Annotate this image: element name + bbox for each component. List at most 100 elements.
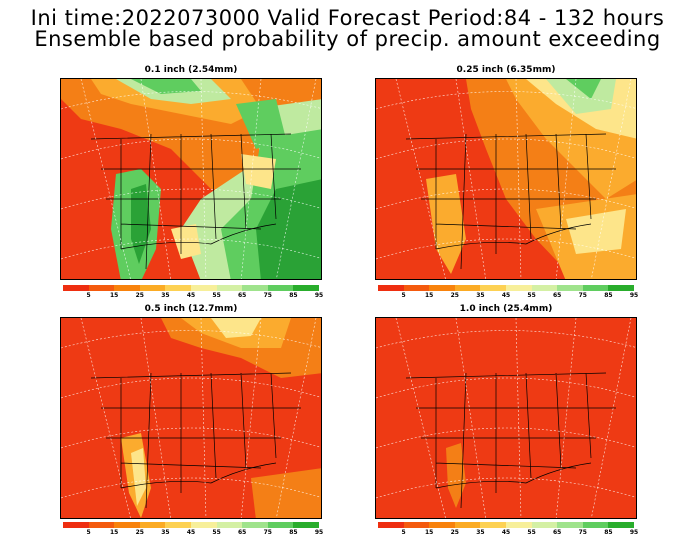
panel-4-title: 1.0 inch (25.4mm) <box>459 304 553 314</box>
colorbar-swatch <box>63 522 89 528</box>
colorbar-label: 5 <box>86 292 91 299</box>
colorbar-label: 65 <box>238 292 247 299</box>
main-subtitle: Ensemble based probability of precip. am… <box>34 27 661 51</box>
colorbar-swatch <box>582 285 609 291</box>
colorbar-swatch <box>242 285 268 291</box>
colorbar-label: 25 <box>135 529 144 536</box>
colorbar-label: 95 <box>314 292 324 299</box>
panel-3-colorbar: 5 15 25 35 45 55 65 75 85 95 <box>63 522 324 538</box>
colorbar-label: 55 <box>212 529 221 536</box>
colorbar-swatches <box>63 522 319 528</box>
colorbar-label: 25 <box>450 292 459 299</box>
colorbar-label: 65 <box>238 529 247 536</box>
colorbar-label: 75 <box>578 292 587 299</box>
colorbar-swatch <box>165 285 191 291</box>
colorbar-label: 75 <box>263 292 272 299</box>
colorbar-swatch <box>403 522 430 528</box>
colorbar-label: 35 <box>161 292 170 299</box>
colorbar-swatch <box>531 522 558 528</box>
colorbar-labels: 5 15 25 35 45 55 65 75 85 95 <box>378 292 639 301</box>
colorbar-label: 45 <box>501 292 511 299</box>
colorbar-swatch <box>480 522 506 528</box>
colorbar-label: 45 <box>186 529 196 536</box>
colorbar-swatch <box>114 285 140 291</box>
colorbar-label: 15 <box>110 529 119 536</box>
colorbar-swatch <box>557 285 583 291</box>
colorbar-label: 95 <box>314 529 324 536</box>
colorbar-swatch <box>429 285 455 291</box>
panel-3-title: 0.5 inch (12.7mm) <box>144 304 238 314</box>
colorbar-label: 55 <box>527 292 536 299</box>
colorbar-swatch <box>242 522 268 528</box>
colorbar-swatches <box>378 522 634 528</box>
colorbar-swatch <box>582 522 609 528</box>
colorbar-label: 5 <box>401 292 406 299</box>
colorbar-label: 35 <box>476 529 485 536</box>
colorbar-swatch <box>378 285 404 291</box>
panel-2-map <box>375 78 637 280</box>
colorbar-swatch <box>216 285 243 291</box>
colorbar-swatch <box>505 285 532 291</box>
colorbar-swatch <box>216 522 243 528</box>
colorbar-label: 45 <box>501 529 511 536</box>
colorbar-swatch <box>608 522 634 528</box>
colorbar-swatch <box>454 522 481 528</box>
colorbar-swatch <box>63 285 89 291</box>
colorbar-label: 55 <box>527 529 536 536</box>
panel-1-map <box>60 78 322 280</box>
main-title: Ini time:2022073000 Valid Forecast Perio… <box>30 6 665 30</box>
panel-2-colorbar: 5 15 25 35 45 55 65 75 85 95 <box>378 285 639 301</box>
colorbar-label: 25 <box>450 529 459 536</box>
colorbar-swatch <box>429 522 455 528</box>
colorbar-label: 85 <box>289 529 298 536</box>
colorbar-label: 85 <box>604 529 613 536</box>
colorbar-label: 15 <box>425 529 434 536</box>
colorbar-label: 75 <box>578 529 587 536</box>
colorbar-label: 5 <box>401 529 406 536</box>
colorbar-label: 15 <box>425 292 434 299</box>
panel-1-colorbar: 5 15 25 35 45 55 65 75 85 95 <box>63 285 324 301</box>
colorbar-swatch <box>88 522 115 528</box>
colorbar-swatch <box>293 522 319 528</box>
colorbar-swatch <box>378 522 404 528</box>
colorbar-label: 5 <box>86 529 91 536</box>
colorbar-label: 65 <box>553 529 562 536</box>
colorbar-swatch <box>505 522 532 528</box>
panel-1-title: 0.1 inch (2.54mm) <box>144 65 238 75</box>
colorbar-swatch <box>454 285 481 291</box>
colorbar-label: 35 <box>476 292 485 299</box>
colorbar-label: 95 <box>629 529 639 536</box>
colorbar-label: 85 <box>604 292 613 299</box>
colorbar-swatch <box>139 522 166 528</box>
colorbar-swatches <box>63 285 319 291</box>
colorbar-swatch <box>88 285 115 291</box>
colorbar-label: 65 <box>553 292 562 299</box>
colorbar-swatch <box>114 522 140 528</box>
colorbar-label: 25 <box>135 292 144 299</box>
colorbar-labels: 5 15 25 35 45 55 65 75 85 95 <box>378 529 639 538</box>
colorbar-swatches <box>378 285 634 291</box>
colorbar-label: 45 <box>186 292 196 299</box>
colorbar-label: 95 <box>629 292 639 299</box>
panel-3-map <box>60 317 322 519</box>
colorbar-swatch <box>267 285 294 291</box>
colorbar-label: 35 <box>161 529 170 536</box>
colorbar-swatch <box>531 285 558 291</box>
colorbar-swatch <box>557 522 583 528</box>
panel-4-map <box>375 317 637 519</box>
colorbar-swatch <box>190 522 217 528</box>
colorbar-swatch <box>165 522 191 528</box>
colorbar-label: 15 <box>110 292 119 299</box>
colorbar-swatch <box>190 285 217 291</box>
colorbar-swatch <box>403 285 430 291</box>
colorbar-label: 55 <box>212 292 221 299</box>
colorbar-labels: 5 15 25 35 45 55 65 75 85 95 <box>63 529 324 538</box>
colorbar-swatch <box>293 285 319 291</box>
colorbar-labels: 5 15 25 35 45 55 65 75 85 95 <box>63 292 324 301</box>
panel-2-title: 0.25 inch (6.35mm) <box>456 65 556 75</box>
colorbar-swatch <box>267 522 294 528</box>
colorbar-swatch <box>480 285 506 291</box>
colorbar-label: 75 <box>263 529 272 536</box>
colorbar-swatch <box>139 285 166 291</box>
colorbar-swatch <box>608 285 634 291</box>
